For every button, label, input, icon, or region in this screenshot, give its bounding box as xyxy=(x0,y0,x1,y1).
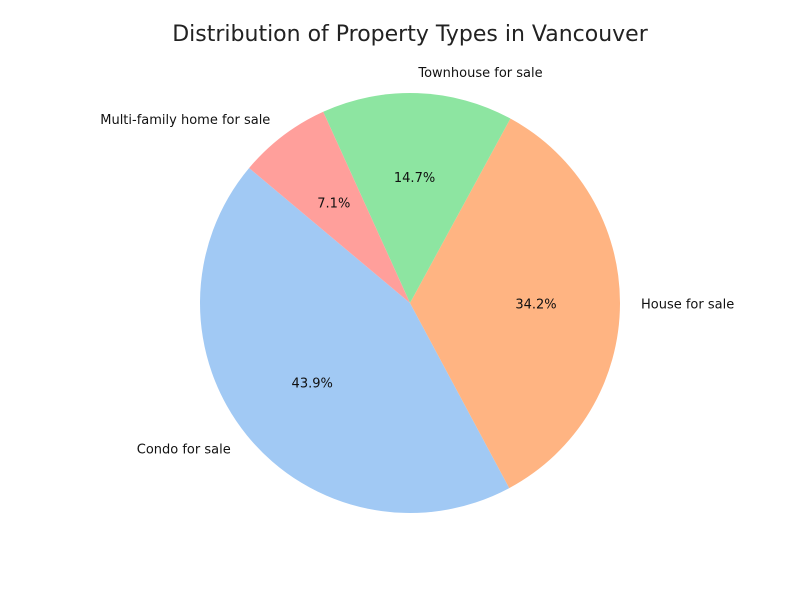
slice-label-house-for-sale: House for sale xyxy=(641,298,734,313)
chart-title: Distribution of Property Types in Vancou… xyxy=(172,22,648,47)
slice-label-condo-for-sale: Condo for sale xyxy=(137,443,231,458)
pie-slice-house-for-sale xyxy=(410,118,620,489)
slice-label-townhouse-for-sale: Townhouse for sale xyxy=(417,66,542,81)
slice-percent-condo-for-sale: 43.9% xyxy=(292,376,333,391)
pie-slice-condo-for-sale xyxy=(199,168,510,514)
pie-slice-townhouse-for-sale xyxy=(323,92,511,303)
slice-percent-multi-family-home-for-sale: 7.1% xyxy=(317,197,350,212)
pie-slices xyxy=(199,92,620,514)
pie-slice-multi-family-home-for-sale xyxy=(249,111,410,303)
pie-labels: Condo for sale 43.9% House for sale 34.2% To… xyxy=(100,66,734,458)
slice-label-multi-family-home-for-sale: Multi-family home for sale xyxy=(100,113,270,128)
slice-percent-townhouse-for-sale: 14.7% xyxy=(394,171,435,186)
slice-percent-house-for-sale: 34.2% xyxy=(515,297,556,312)
